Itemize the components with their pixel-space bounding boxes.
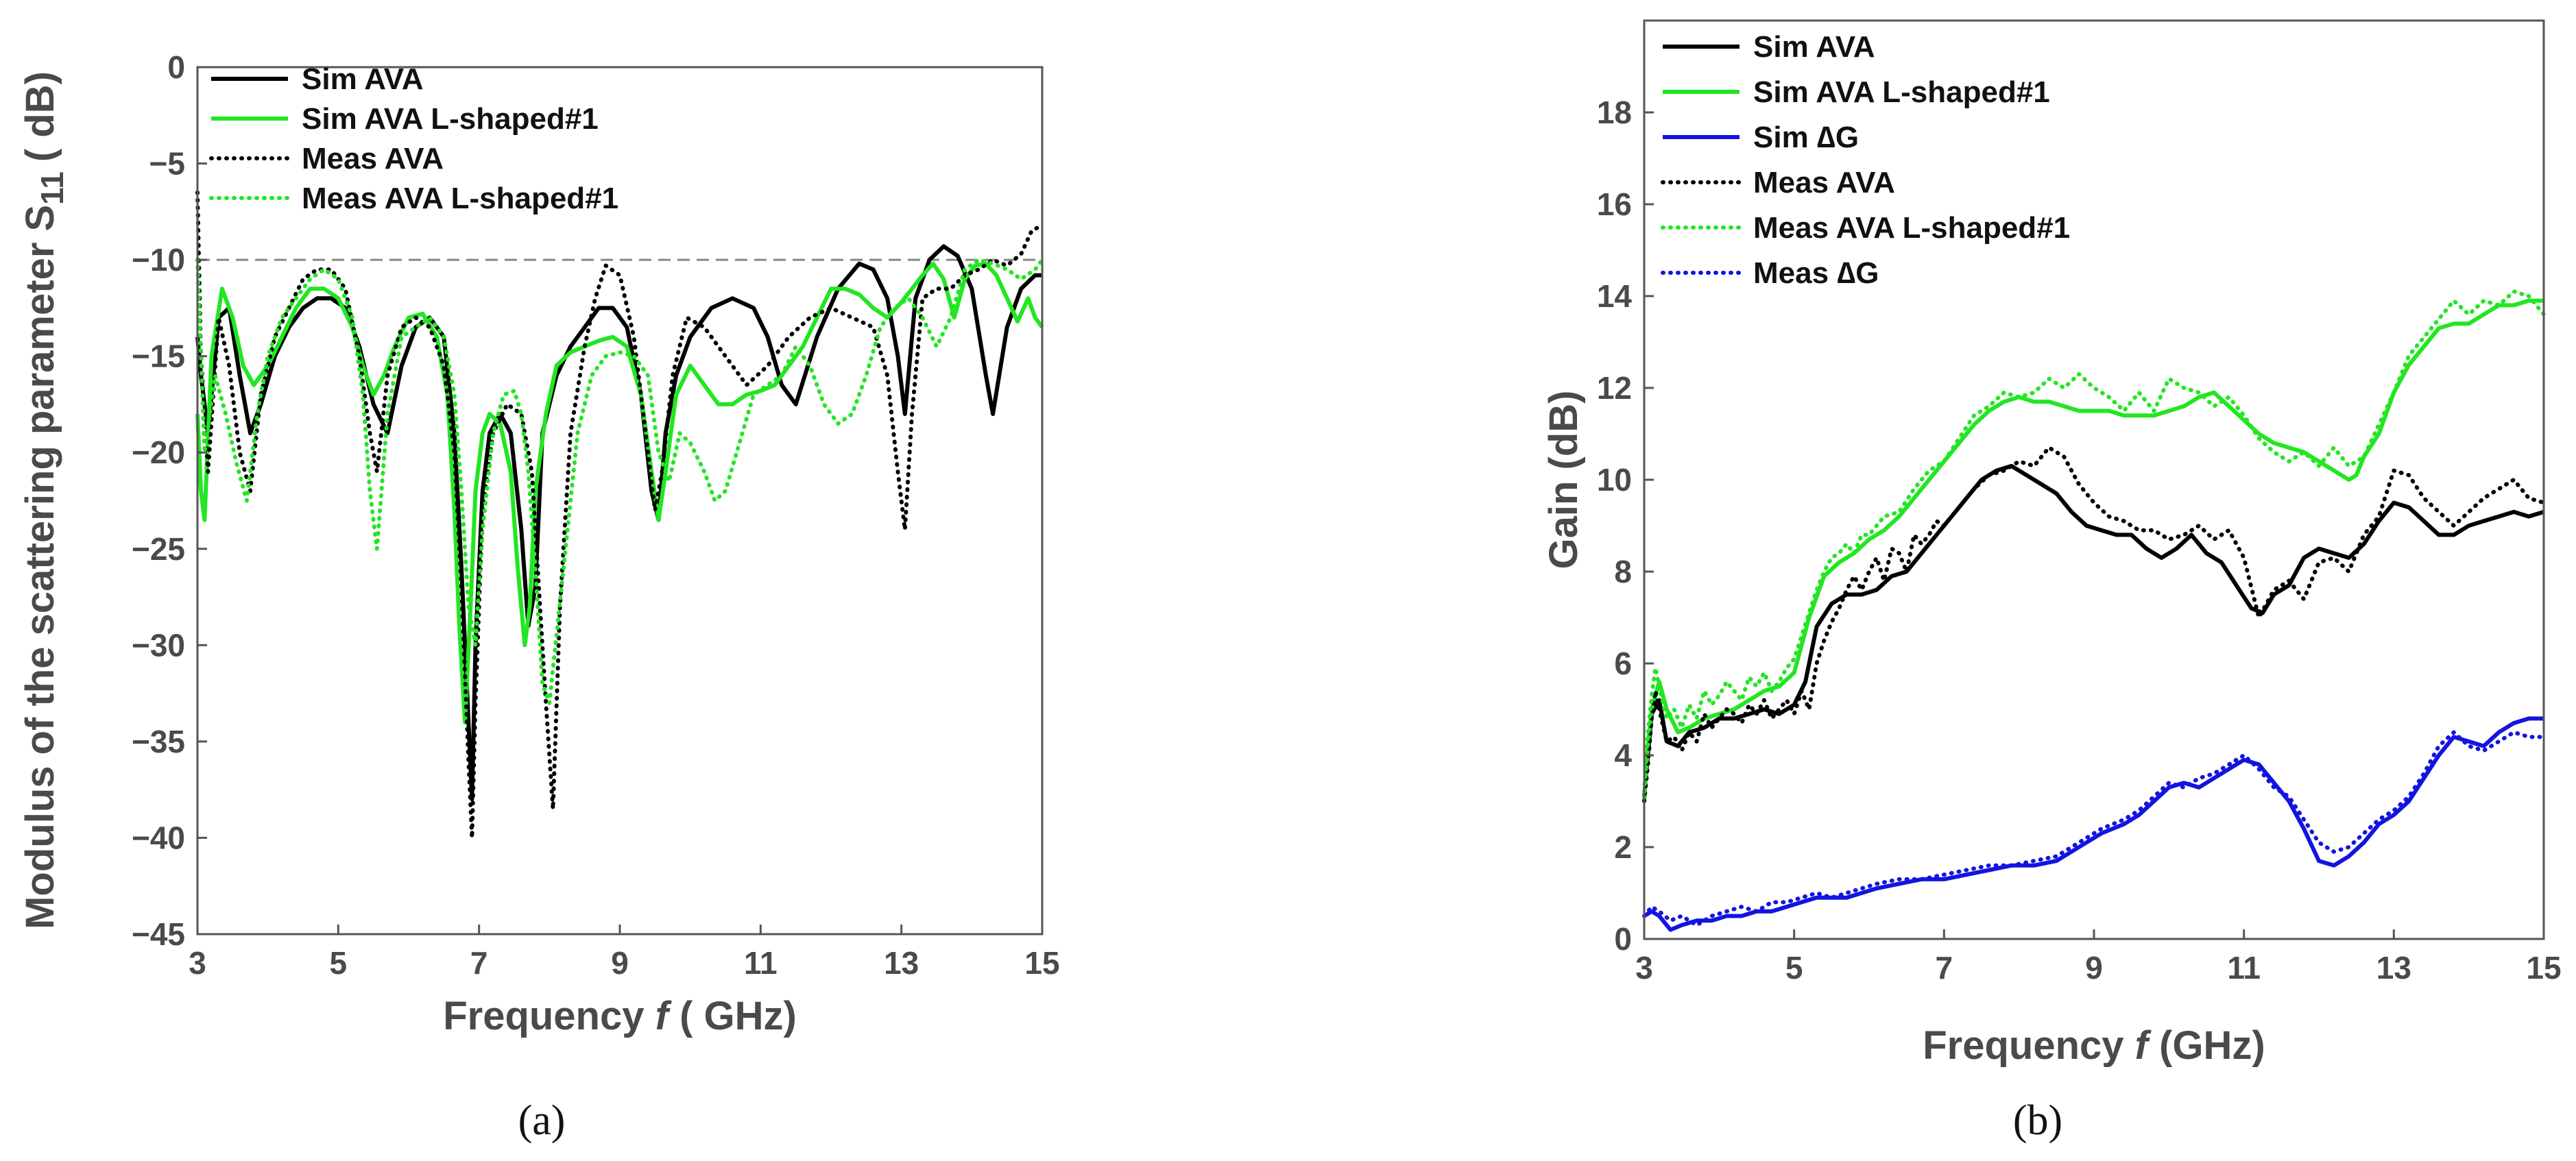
- series-line-sim-ava: [195, 244, 1042, 802]
- x-tick-label: 11: [744, 945, 778, 981]
- panel-a-legend: Sim AVA Sim AVA L-shaped#1 Meas AVA Meas AV…: [209, 62, 618, 215]
- y-tick-label: 0: [167, 49, 185, 85]
- legend-label-sim-ava: Sim AVA: [302, 62, 424, 96]
- legend-label-meas-ava: Meas AVA: [302, 142, 444, 175]
- y-tick-label: 16: [1597, 186, 1632, 222]
- x-tick-label: 9: [2085, 950, 2103, 986]
- legend-label-sim-ava: Sim AVA: [1753, 30, 1875, 64]
- y-tick-label: 12: [1597, 370, 1632, 406]
- panel-b-caption: (b): [2013, 1097, 2062, 1144]
- series-line-meas-ava: [1642, 445, 2546, 803]
- x-tick-label: 3: [189, 945, 206, 981]
- x-tick-label: 15: [2526, 950, 2561, 986]
- panel-a-y-axis-label: Modulus of the scattering parameter S11(…: [18, 71, 70, 929]
- x-tick-label: 7: [470, 945, 488, 981]
- x-tick-label: 15: [1024, 945, 1059, 981]
- y-tick-label: 8: [1614, 554, 1632, 589]
- y-tick-label: −5: [149, 146, 185, 182]
- y-tick-label: −15: [132, 339, 185, 374]
- panel-b-series-group: [1642, 289, 2546, 932]
- y-tick-label: −20: [132, 435, 185, 470]
- y-tick-label: 18: [1597, 95, 1632, 130]
- panel-a-series-group: [195, 190, 1044, 840]
- x-tick-label: 13: [2376, 950, 2411, 986]
- series-line-meas-ava-l-shaped-1: [195, 258, 1044, 705]
- legend-label-meas-ava-l-shaped-1: Meas AVA L-shaped#1: [1753, 211, 2070, 245]
- series-line-meas-delta-g: [1642, 730, 2546, 927]
- y-tick-label: 14: [1597, 278, 1633, 314]
- panel-b-legend: Sim AVA Sim AVA L-shaped#1 Sim ∆G Meas AVA M…: [1661, 30, 2070, 290]
- legend-label-meas-ava: Meas AVA: [1753, 166, 1895, 199]
- legend-label-meas-delta-g: Meas ∆G: [1753, 256, 1879, 290]
- panel-b-y-axis-label: Gain (dB): [1541, 391, 1586, 570]
- legend-label-meas-ava-l-shaped-1: Meas AVA L-shaped#1: [302, 182, 618, 215]
- series-line-meas-ava-l-shaped-1: [1642, 289, 2546, 794]
- y-tick-label: −45: [132, 916, 185, 952]
- series-line-sim-ava-l-shaped-1: [195, 261, 1044, 724]
- y-tick-label: 6: [1614, 646, 1632, 681]
- panel-a-caption: (a): [518, 1097, 566, 1144]
- panel-a-x-axis-label: Frequency f ( GHz): [443, 994, 797, 1038]
- y-tick-label: 0: [1614, 921, 1632, 957]
- legend-label-sim-ava-l-shaped-1: Sim AVA L-shaped#1: [302, 102, 599, 136]
- y-tick-label: −10: [132, 242, 185, 278]
- x-tick-label: 7: [1936, 950, 1953, 986]
- y-tick-label: 2: [1614, 829, 1632, 865]
- series-line-sim-ava: [1642, 463, 2544, 797]
- legend-label-sim-ava-l-shaped-1: Sim AVA L-shaped#1: [1753, 75, 2050, 109]
- panel-b-gain-chart: 3 5 7 9 11 13 15 0 2 4 6 8 10 12 14 16 18 Frequency f (…: [1541, 19, 2562, 1144]
- x-tick-label: 13: [884, 945, 919, 981]
- series-line-meas-ava: [195, 190, 1044, 840]
- x-tick-label: 9: [611, 945, 629, 981]
- series-line-sim-ava-l-shaped-1: [1642, 298, 2544, 802]
- y-tick-label: −40: [132, 820, 185, 855]
- x-tick-label: 5: [330, 945, 348, 981]
- x-tick-label: 5: [1785, 950, 1803, 986]
- y-tick-label: −35: [132, 724, 185, 759]
- x-tick-label: 11: [2227, 950, 2261, 986]
- y-tick-label: 10: [1597, 462, 1632, 498]
- panel-a-s11-chart: 3 5 7 9 11 13 15 0 −5 −10 −15 −20 −25 −30 −35 −40 −45 F…: [18, 49, 1060, 1144]
- y-tick-label: −30: [132, 627, 185, 663]
- y-tick-label: 4: [1614, 737, 1632, 773]
- x-tick-label: 3: [1635, 950, 1653, 986]
- legend-label-sim-delta-g: Sim ∆G: [1753, 121, 1859, 154]
- y-tick-label: −25: [132, 531, 185, 567]
- series-line-sim-delta-g: [1643, 716, 2544, 932]
- panel-b-x-axis-label: Frequency f (GHz): [1923, 1023, 2265, 1068]
